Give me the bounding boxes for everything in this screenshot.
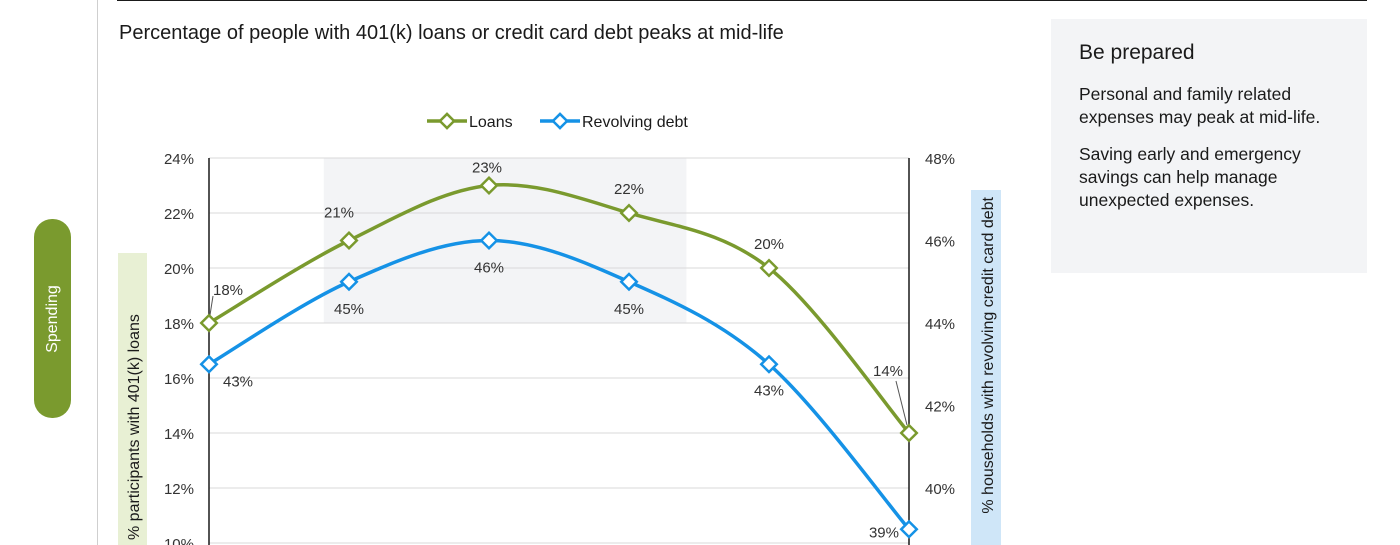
series-line-1 <box>208 238 911 531</box>
series-line-0 <box>208 183 911 435</box>
legend-swatch-marker <box>551 112 569 130</box>
legend-label: Revolving debt <box>582 114 688 131</box>
y-right-tick-label: 44% <box>925 316 955 333</box>
data-point <box>619 203 639 223</box>
y-left-tick-label: 20% <box>164 261 194 278</box>
y-right-tick-label: 46% <box>925 234 955 251</box>
data-point <box>899 519 919 539</box>
data-label: 22% <box>614 181 644 198</box>
data-point <box>339 230 359 251</box>
data-label: 21% <box>324 205 354 222</box>
data-label: 45% <box>334 301 364 318</box>
legend-swatch-marker <box>438 112 456 130</box>
data-point <box>199 313 219 333</box>
data-point <box>479 175 499 196</box>
y-left-axis-label: % participants with 401(k) loans <box>126 314 143 540</box>
y-right-axis-label-bg <box>971 190 1001 545</box>
sidebar-heading: Be prepared <box>1079 41 1195 64</box>
y-left-tick-label: 18% <box>164 316 194 333</box>
data-point <box>759 354 779 374</box>
y-right-tick-label: 40% <box>925 481 955 498</box>
leader-line <box>209 295 214 316</box>
y-left-tick-label: 10% <box>164 536 194 545</box>
data-point <box>619 272 639 292</box>
data-label: 43% <box>754 382 784 399</box>
data-label: 45% <box>614 301 644 318</box>
sidebar-paragraph: Personal and family related expenses may… <box>1079 84 1321 127</box>
sidebar-card: Be prepared Personal and family related … <box>1051 19 1367 273</box>
data-label: 46% <box>474 260 504 277</box>
section-tab-spending[interactable]: Spending <box>34 219 71 418</box>
y-right-axis-label: % households with revolving credit card … <box>980 196 997 513</box>
data-label: 43% <box>223 373 253 390</box>
data-label: 18% <box>213 282 243 299</box>
sidebar-paragraph: Saving early and emergency savings can h… <box>1079 144 1301 210</box>
data-label: 39% <box>869 524 899 541</box>
data-point <box>759 258 779 278</box>
y-left-tick-label: 16% <box>164 371 194 388</box>
legend-label: Loans <box>469 114 513 131</box>
data-label: 23% <box>472 160 502 177</box>
y-right-tick-label: 48% <box>925 151 955 168</box>
y-left-tick-label: 12% <box>164 481 194 498</box>
chart-title: Percentage of people with 401(k) loans o… <box>119 22 784 44</box>
y-right-tick-label: 42% <box>925 399 955 416</box>
data-point <box>479 230 499 251</box>
left-divider <box>97 0 98 545</box>
data-label: 14% <box>873 363 903 380</box>
top-divider <box>117 0 1367 1</box>
data-label: 20% <box>754 236 784 253</box>
data-point <box>199 354 219 374</box>
data-point <box>899 423 919 443</box>
y-left-tick-label: 14% <box>164 426 194 443</box>
data-point <box>339 272 359 292</box>
y-left-tick-label: 24% <box>164 151 194 168</box>
y-left-axis-label-bg <box>118 253 147 545</box>
leader-line <box>895 380 908 426</box>
y-left-tick-label: 22% <box>164 206 194 223</box>
